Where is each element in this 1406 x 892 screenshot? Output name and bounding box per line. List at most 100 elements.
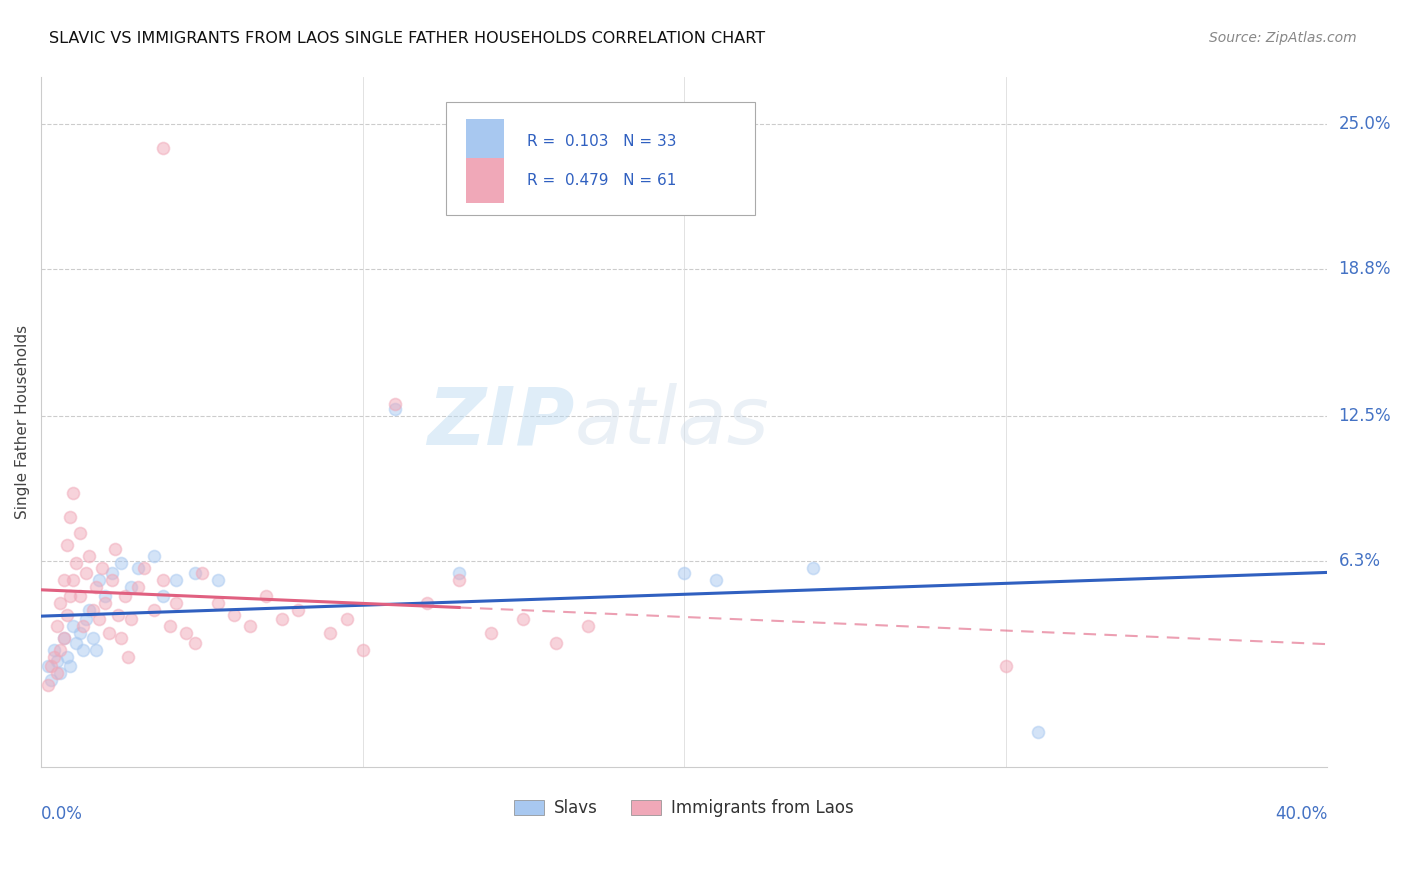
Text: 25.0%: 25.0% [1339,115,1391,133]
Text: 6.3%: 6.3% [1339,552,1381,570]
Point [65,636,87,650]
Point [416,596,439,610]
Point [79,603,101,617]
Point [62,573,84,587]
Point [52,631,75,645]
Point [142,549,165,564]
Point [479,626,502,640]
Point [222,607,245,622]
Point [352,642,374,657]
Point [127,561,149,575]
Point [59,509,82,524]
Point [191,566,214,580]
Point [37,678,59,692]
Text: 18.8%: 18.8% [1339,260,1391,278]
Y-axis label: Single Father Households: Single Father Households [15,325,30,519]
Point [449,573,471,587]
Point [82,603,104,617]
Point [207,573,229,587]
Point [335,612,357,626]
FancyBboxPatch shape [465,158,505,202]
Point [37,659,59,673]
Point [449,566,471,580]
Point [62,619,84,633]
Point [384,402,406,417]
Point [239,619,262,633]
Point [69,525,91,540]
Point [673,566,696,580]
Point [152,589,174,603]
Point [1026,724,1049,739]
Text: atlas: atlas [575,383,769,461]
Point [120,612,142,626]
Text: 12.5%: 12.5% [1339,407,1391,425]
Point [59,659,82,673]
Point [544,636,567,650]
Point [42,649,65,664]
Point [114,589,136,603]
Point [62,486,84,500]
Point [84,642,107,657]
Point [120,580,142,594]
Point [39,659,62,673]
Point [165,596,187,610]
Point [319,626,342,640]
Point [91,561,114,575]
Point [84,580,107,594]
Legend: Slavs, Immigrants from Laos: Slavs, Immigrants from Laos [508,792,860,823]
Point [72,642,94,657]
Point [254,589,277,603]
Point [287,603,309,617]
Point [46,619,69,633]
Point [165,573,187,587]
Point [101,573,124,587]
Point [384,397,406,411]
Text: Source: ZipAtlas.com: Source: ZipAtlas.com [1209,31,1357,45]
Point [82,631,104,645]
Point [52,631,75,645]
Point [994,659,1017,673]
Point [69,589,91,603]
Point [79,549,101,564]
Point [152,573,174,587]
Point [184,566,207,580]
FancyBboxPatch shape [446,102,755,215]
Point [97,626,120,640]
Point [801,561,824,575]
Point [110,631,132,645]
Point [117,649,139,664]
Point [56,538,79,552]
Point [271,612,294,626]
Point [704,573,727,587]
Point [87,573,110,587]
Point [42,642,65,657]
Point [576,619,599,633]
FancyBboxPatch shape [465,119,505,163]
Point [56,607,79,622]
Text: R =  0.479   N = 61: R = 0.479 N = 61 [527,173,676,188]
Point [69,626,91,640]
Point [75,566,97,580]
Point [46,666,69,681]
Point [49,596,72,610]
Point [49,642,72,657]
Point [142,603,165,617]
Point [159,619,181,633]
Text: 0.0%: 0.0% [41,805,83,823]
Text: R =  0.103   N = 33: R = 0.103 N = 33 [527,134,676,149]
Point [132,561,155,575]
Point [107,607,129,622]
Point [59,589,82,603]
Point [49,666,72,681]
Point [65,557,87,571]
Point [110,557,132,571]
Point [512,612,534,626]
Point [56,649,79,664]
Point [184,636,207,650]
Point [94,596,117,610]
Point [39,673,62,687]
Point [52,573,75,587]
Point [94,589,117,603]
Point [127,580,149,594]
Point [46,655,69,669]
